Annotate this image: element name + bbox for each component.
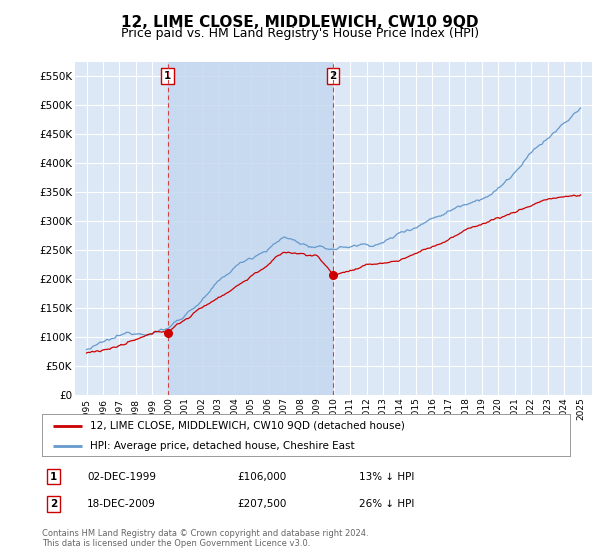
- Text: 12, LIME CLOSE, MIDDLEWICH, CW10 9QD (detached house): 12, LIME CLOSE, MIDDLEWICH, CW10 9QD (de…: [89, 421, 404, 431]
- Text: Contains HM Land Registry data © Crown copyright and database right 2024.
This d: Contains HM Land Registry data © Crown c…: [42, 529, 368, 548]
- Text: 13% ↓ HPI: 13% ↓ HPI: [359, 472, 414, 482]
- Text: 2: 2: [50, 499, 57, 509]
- Text: 1: 1: [50, 472, 57, 482]
- Text: 2: 2: [329, 71, 337, 81]
- Bar: [167, 62, 333, 395]
- Text: 02-DEC-1999: 02-DEC-1999: [87, 472, 156, 482]
- Text: Price paid vs. HM Land Registry's House Price Index (HPI): Price paid vs. HM Land Registry's House …: [121, 27, 479, 40]
- Text: HPI: Average price, detached house, Cheshire East: HPI: Average price, detached house, Ches…: [89, 441, 354, 451]
- Text: 26% ↓ HPI: 26% ↓ HPI: [359, 499, 414, 509]
- Text: 18-DEC-2009: 18-DEC-2009: [87, 499, 156, 509]
- Text: 1: 1: [164, 71, 171, 81]
- Text: 12, LIME CLOSE, MIDDLEWICH, CW10 9QD: 12, LIME CLOSE, MIDDLEWICH, CW10 9QD: [121, 15, 479, 30]
- Text: £106,000: £106,000: [238, 472, 287, 482]
- Text: £207,500: £207,500: [238, 499, 287, 509]
